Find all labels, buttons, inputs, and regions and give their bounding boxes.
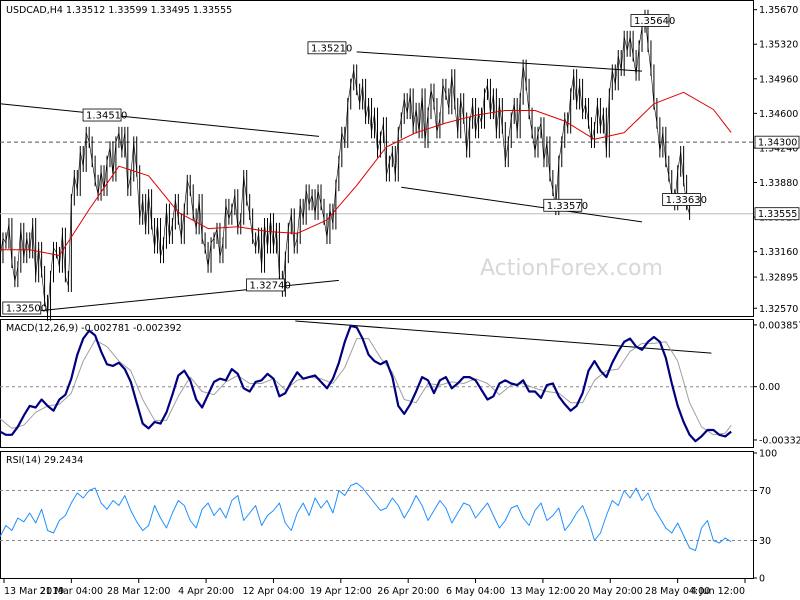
rsi-series-group <box>0 482 753 551</box>
x-tick-label: 13 Mar 2019 <box>4 586 64 597</box>
price-line <box>0 15 690 316</box>
moving-average-line <box>0 91 732 256</box>
rsi-axis: 100 70 30 0 <box>753 449 777 585</box>
price-annotation-label: 1.33570 <box>547 201 588 212</box>
price-annotation-box <box>307 41 347 55</box>
y-tick-label: 0 <box>759 574 765 585</box>
y-tick-label: 1.34240 <box>759 143 798 154</box>
y-tick-label: 1.34600 <box>759 109 798 120</box>
y-tick-label: 100 <box>759 449 777 460</box>
macd-panel-frame <box>0 319 754 448</box>
x-tick-label: 6 May 04:00 <box>446 586 505 597</box>
x-tick-label: 28 Mar 12:00 <box>107 586 170 597</box>
price-annotation-box <box>2 301 42 315</box>
trendline <box>356 51 643 72</box>
watermark: ActionForex.com <box>480 256 663 281</box>
price-annotation-box <box>662 193 702 206</box>
price-annotation-label: 1.32740 <box>250 280 291 291</box>
price-series-group <box>0 9 732 321</box>
x-tick-label: 4 Jun 12:00 <box>691 586 745 597</box>
y-tick-label: 1.35320 <box>759 40 798 51</box>
y-tick-label: 0.00 <box>759 382 780 393</box>
price-header: USDCAD,H4 1.33512 1.33599 1.33495 1.3355… <box>6 5 232 16</box>
y-tick-label: 1.33160 <box>759 247 798 258</box>
rsi-panel-frame <box>0 451 754 579</box>
y-tick-label: 0.003857 <box>759 320 800 331</box>
x-tick-label: 26 Apr 20:00 <box>377 586 439 597</box>
price-annotation-box <box>246 278 285 292</box>
y-tick-label: 1.32570 <box>759 304 798 315</box>
last-price-box <box>754 207 800 221</box>
x-tick-label: 4 Apr 20:00 <box>178 586 234 597</box>
level-price-box <box>754 135 800 149</box>
price-axis: 1.325701.328951.331601.335201.338801.342… <box>753 5 800 315</box>
rsi-line <box>0 482 732 551</box>
rsi-header: RSI(14) 29.2434 <box>6 455 83 466</box>
y-tick-label: 1.35670 <box>759 5 798 16</box>
macd-header: MACD(12,26,9) -0.002781 -0.002392 <box>6 323 182 334</box>
price-annotation-label: 1.32500 <box>6 304 47 315</box>
last-price-label: 1.33555 <box>758 209 797 220</box>
macd-main-line <box>0 324 732 443</box>
x-tick-label: 21 Mar 04:00 <box>40 586 103 597</box>
price-annotation-group: 1.34510 1.32500 1.32740 1.35210 1.33570 1.356… <box>2 14 707 315</box>
price-annotation-box <box>630 14 670 27</box>
x-tick-label: 20 May 20:00 <box>578 586 643 597</box>
level-price-label: 1.34300 <box>758 138 797 149</box>
x-tick-label: 12 Apr 04:00 <box>242 586 304 597</box>
price-annotation-label: 1.34510 <box>86 111 127 122</box>
macd-axis: 0.003857 0.00 -0.003323 <box>753 320 800 446</box>
y-tick-label: 1.32895 <box>759 273 798 284</box>
price-hline-group <box>0 141 753 215</box>
price-panel-frame <box>0 0 754 317</box>
macd-signal-line <box>0 338 732 436</box>
price-annotation-box <box>82 108 122 122</box>
trendline <box>0 103 320 137</box>
macd-series-group <box>0 320 753 443</box>
price-annotation-label: 1.33630 <box>666 195 707 206</box>
price-annotation-label: 1.35210 <box>311 43 352 54</box>
x-tick-label: 19 Apr 12:00 <box>310 586 372 597</box>
y-tick-label: 70 <box>759 486 771 497</box>
y-tick-label: -0.003323 <box>759 435 800 446</box>
y-tick-label: 30 <box>759 536 771 547</box>
price-annotation-label: 1.35640 <box>634 16 675 27</box>
x-tick-label: 28 May 04:00 <box>645 586 710 597</box>
macd-trendline <box>295 320 712 354</box>
trendline <box>401 186 643 223</box>
y-tick-label: 1.34960 <box>759 74 798 85</box>
price-annotation-box <box>543 198 583 212</box>
y-tick-label: 1.33880 <box>759 178 798 189</box>
x-tick-label: 13 May 12:00 <box>510 586 575 597</box>
